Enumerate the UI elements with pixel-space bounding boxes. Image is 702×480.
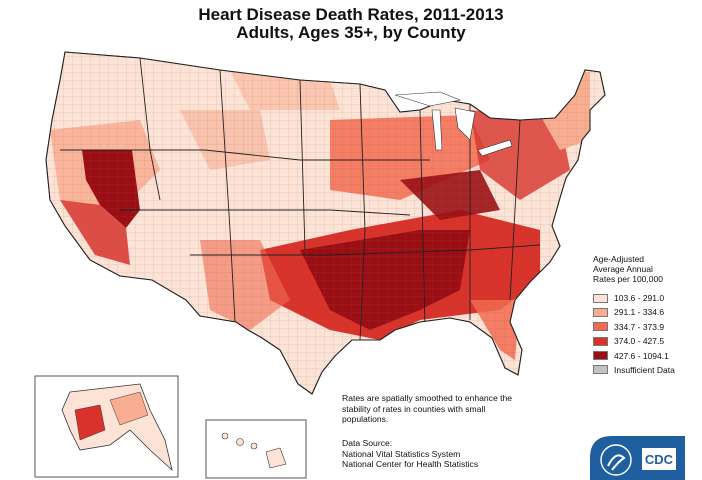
legend-swatch <box>593 365 608 375</box>
data-source-line: National Vital Statistics System <box>342 448 461 459</box>
legend-swatch <box>593 322 608 332</box>
data-source-label: Data Source: <box>342 438 393 448</box>
legend: 103.6 - 291.0 291.1 - 334.6 334.7 - 373.… <box>593 292 675 378</box>
hawaii-inset <box>205 419 307 479</box>
lake-erie <box>477 139 513 157</box>
cdc-logo: CDC <box>590 436 685 480</box>
legend-heading: Age-Adjusted Average Annual Rates per 10… <box>593 254 663 284</box>
conus-map <box>45 51 606 395</box>
legend-heading-line: Rates per 100,000 <box>593 274 663 284</box>
legend-item: Insufficient Data <box>593 364 675 376</box>
legend-label: 291.1 - 334.6 <box>614 307 665 318</box>
legend-swatch <box>593 351 608 361</box>
legend-heading-line: Average Annual <box>593 264 653 274</box>
legend-item: 374.0 - 427.5 <box>593 335 675 347</box>
legend-heading-line: Age-Adjusted <box>593 254 645 264</box>
legend-item: 291.1 - 334.6 <box>593 306 675 318</box>
data-source: Data Source: National Vital Statistics S… <box>342 438 542 470</box>
hhs-seal-icon <box>600 444 632 476</box>
data-source-line: National Center for Health Statistics <box>342 459 479 469</box>
legend-label: 334.7 - 373.9 <box>614 321 665 332</box>
legend-swatch <box>593 336 608 346</box>
lake-superior <box>394 91 462 107</box>
map-subtitle: Adults, Ages 35+, by County <box>236 23 466 42</box>
alaska-inset <box>34 375 179 478</box>
map-title: Heart Disease Death Rates, 2011-2013 <box>198 5 504 24</box>
legend-label: Insufficient Data <box>614 364 675 375</box>
lake-huron <box>454 107 476 141</box>
legend-label: 374.0 - 427.5 <box>614 336 665 347</box>
legend-item: 334.7 - 373.9 <box>593 321 675 333</box>
cdc-logo-text: CDC <box>645 452 674 467</box>
legend-label: 427.6 - 1094.1 <box>614 350 669 361</box>
legend-swatch <box>593 307 608 317</box>
legend-label: 103.6 - 291.0 <box>614 293 665 303</box>
legend-item: 103.6 - 291.0 <box>593 292 675 304</box>
smoothing-note: Rates are spatially smoothed to enhance … <box>342 393 513 424</box>
lake-michigan <box>431 109 443 151</box>
legend-swatch <box>593 293 608 303</box>
legend-item: 427.6 - 1094.1 <box>593 350 675 362</box>
